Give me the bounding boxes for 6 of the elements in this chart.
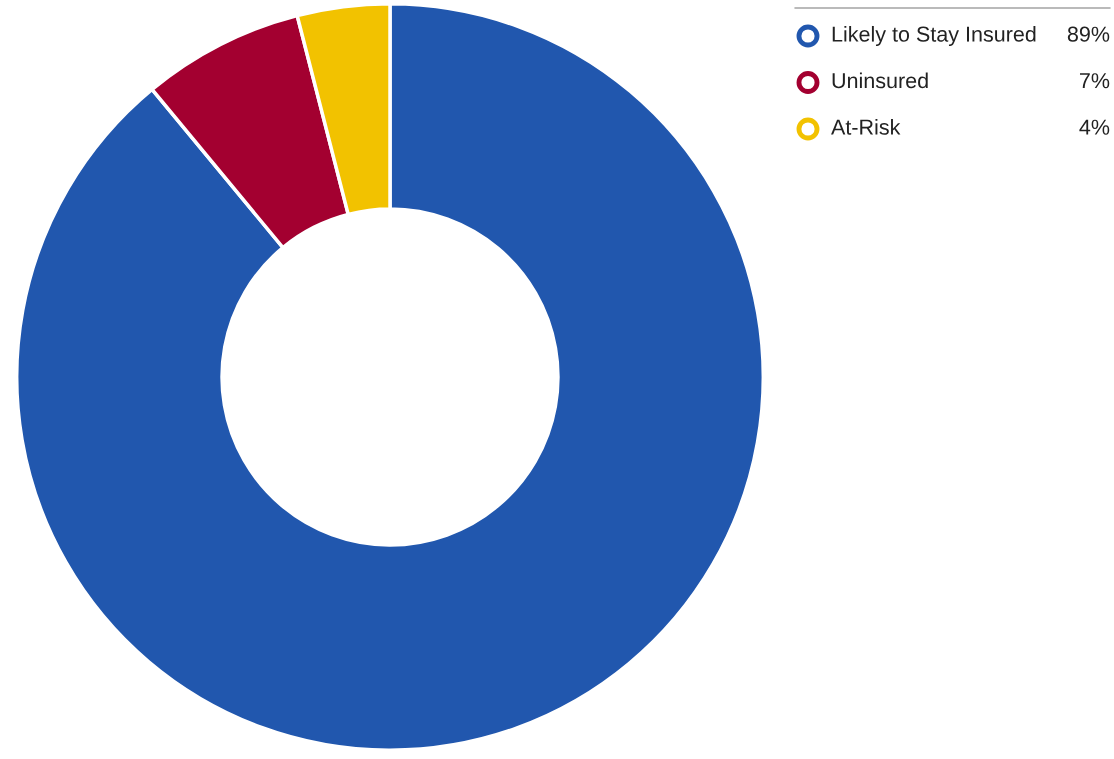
- data-label: 7%: [1079, 73, 1110, 89]
- data-label: 4%: [1079, 119, 1110, 135]
- legend-label: Likely to Stay Insured: [832, 25, 1036, 47]
- legend-label: Uninsured: [832, 72, 928, 89]
- data-label: 89%: [1067, 26, 1110, 42]
- legend-label: At-Risk: [831, 118, 901, 135]
